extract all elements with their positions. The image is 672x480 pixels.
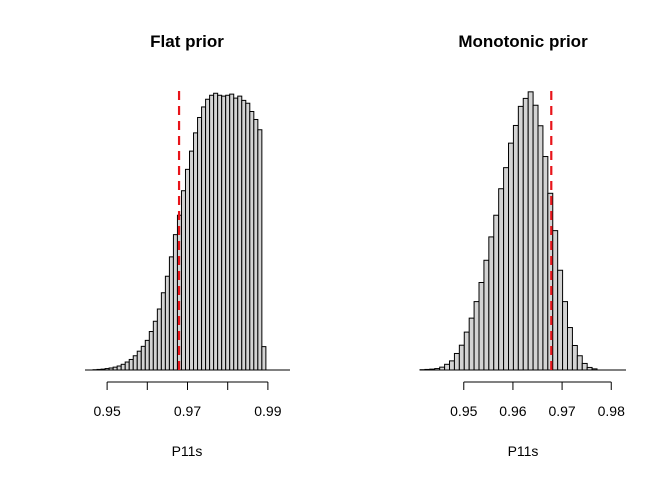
flat-prior-bar xyxy=(148,331,154,371)
flat-prior-bar xyxy=(120,363,126,371)
monotonic-prior-bar xyxy=(552,230,559,371)
monotonic-prior-bar xyxy=(581,362,588,371)
monotonic-prior-bars xyxy=(419,91,598,371)
flat-prior-bar xyxy=(229,93,235,371)
monotonic-prior-bar xyxy=(449,360,455,371)
flat-prior-bar xyxy=(261,346,267,371)
flat-prior-bar xyxy=(237,95,243,371)
monotonic-prior-x-tick-label: 0.96 xyxy=(499,403,526,419)
flat-prior-bar xyxy=(172,234,178,371)
monotonic-prior-bar xyxy=(537,125,544,371)
monotonic-prior-bar xyxy=(522,97,529,371)
monotonic-prior-bar xyxy=(567,327,573,371)
monotonic-prior-bar xyxy=(463,331,470,371)
flat-prior-bar xyxy=(213,92,219,371)
monotonic-prior-bar xyxy=(458,344,465,371)
monotonic-prior-bar xyxy=(473,301,480,371)
monotonic-prior-panel: Monotonic prior 0.95 0.96 0.97 0.98 P11s xyxy=(419,32,626,459)
flat-prior-bar xyxy=(193,132,199,371)
monotonic-prior-bar xyxy=(562,301,569,371)
flat-prior-panel: Flat prior 0.95 0.97 0.99 P11s xyxy=(85,32,290,459)
flat-prior-bar xyxy=(201,106,207,371)
flat-prior-bar xyxy=(253,118,259,371)
monotonic-prior-bar xyxy=(498,188,505,371)
monotonic-prior-x-axis-label: P11s xyxy=(508,443,539,459)
monotonic-prior-x-tick-label: 0.98 xyxy=(598,403,625,419)
flat-prior-bar xyxy=(233,97,239,371)
flat-prior-bar xyxy=(205,98,211,371)
flat-prior-bar xyxy=(209,94,215,371)
monotonic-prior-bar xyxy=(483,259,490,371)
monotonic-prior-bar xyxy=(517,105,524,371)
monotonic-prior-bar xyxy=(444,363,451,371)
flat-prior-bar xyxy=(180,190,186,371)
flat-prior-bar xyxy=(245,102,251,371)
flat-prior-bar xyxy=(249,111,255,371)
flat-prior-bar xyxy=(160,292,166,371)
monotonic-prior-x-axis: 0.95 0.96 0.97 0.98 xyxy=(450,381,625,419)
monotonic-prior-x-tick-label: 0.95 xyxy=(450,403,477,419)
monotonic-prior-bar xyxy=(532,104,539,371)
monotonic-prior-x-tick-label: 0.97 xyxy=(548,403,575,419)
flat-prior-bar xyxy=(132,355,138,371)
monotonic-prior-bar xyxy=(493,214,500,371)
flat-prior-title: Flat prior xyxy=(150,32,224,51)
monotonic-prior-bar xyxy=(527,91,534,371)
monotonic-prior-bar xyxy=(571,344,578,371)
monotonic-prior-bar xyxy=(488,236,495,371)
flat-prior-bar xyxy=(197,116,203,371)
monotonic-prior-bar xyxy=(512,124,519,371)
flat-prior-x-tick-label: 0.97 xyxy=(174,403,201,419)
flat-prior-bar xyxy=(128,358,134,371)
monotonic-prior-bar xyxy=(468,317,475,371)
flat-prior-bar xyxy=(225,94,231,371)
flat-prior-bar xyxy=(144,339,150,371)
flat-prior-bar xyxy=(257,129,263,371)
monotonic-prior-bar xyxy=(542,156,549,371)
monotonic-prior-bar xyxy=(503,167,510,371)
flat-prior-x-axis: 0.95 0.97 0.99 xyxy=(93,381,282,419)
flat-prior-bar xyxy=(221,95,227,371)
monotonic-prior-bar xyxy=(576,355,583,371)
flat-prior-bar xyxy=(189,150,195,371)
flat-prior-x-tick-label: 0.95 xyxy=(93,403,120,419)
monotonic-prior-bar xyxy=(453,352,460,371)
flat-prior-bar xyxy=(184,168,191,371)
flat-prior-bar xyxy=(152,320,158,371)
flat-prior-bar xyxy=(140,345,146,371)
monotonic-prior-bar xyxy=(557,269,564,371)
flat-prior-x-tick-label: 0.99 xyxy=(254,403,281,419)
flat-prior-bar xyxy=(156,308,162,371)
flat-prior-bar xyxy=(217,94,223,371)
flat-prior-bar xyxy=(164,275,170,371)
monotonic-prior-bar xyxy=(508,142,514,371)
flat-prior-x-axis-label: P11s xyxy=(172,443,203,459)
flat-prior-bar xyxy=(168,256,174,371)
flat-prior-bar xyxy=(116,365,122,371)
flat-prior-bar xyxy=(136,350,142,371)
flat-prior-bar xyxy=(241,99,247,371)
flat-prior-bar xyxy=(124,361,130,371)
monotonic-prior-title: Monotonic prior xyxy=(458,32,588,51)
monotonic-prior-bar xyxy=(478,282,485,371)
